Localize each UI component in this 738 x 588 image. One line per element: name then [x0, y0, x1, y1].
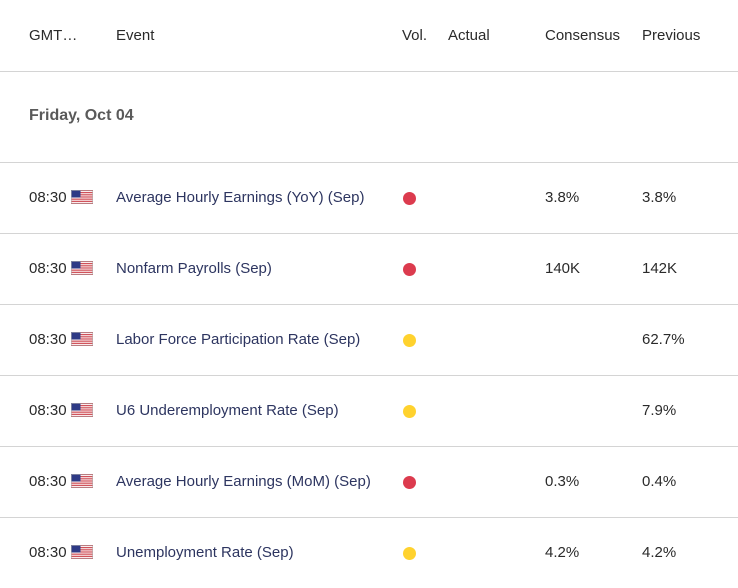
column-header-previous: Previous	[642, 27, 701, 44]
event-time: 08:30	[29, 544, 67, 561]
event-name[interactable]: Unemployment Rate (Sep)	[116, 544, 294, 561]
event-name[interactable]: Average Hourly Earnings (YoY) (Sep)	[116, 189, 365, 206]
event-time: 08:30	[29, 331, 67, 348]
date-label: Friday, Oct 04	[29, 107, 134, 124]
event-previous: 4.2%	[642, 544, 677, 561]
event-consensus: 140K	[545, 260, 581, 277]
volatility-indicator-icon	[403, 334, 416, 347]
event-previous: 0.4%	[642, 473, 677, 490]
column-header-event: Event	[116, 27, 155, 44]
event-time: 08:30	[29, 189, 67, 206]
event-time: 08:30	[29, 260, 67, 277]
event-time: 08:30	[29, 473, 67, 490]
column-header-gmt[interactable]: GMT…	[29, 27, 78, 44]
table-header: GMT… Event Vol. Actual Consensus Previou…	[0, 0, 738, 72]
event-row[interactable]: 08:30 Unemployment Rate (Sep) 4.2% 4.2%	[0, 518, 738, 588]
event-row[interactable]: 08:30 Labor Force Participation Rate (Sep…	[0, 305, 738, 376]
event-previous: 3.8%	[642, 189, 677, 206]
volatility-indicator-icon	[403, 263, 416, 276]
event-previous: 142K	[642, 260, 678, 277]
event-previous: 62.7%	[642, 331, 685, 348]
us-flag-icon	[71, 332, 93, 346]
event-consensus: 3.8%	[545, 189, 580, 206]
volatility-indicator-icon	[403, 192, 416, 205]
event-row[interactable]: 08:30 Nonfarm Payrolls (Sep) 140K 142K	[0, 234, 738, 305]
us-flag-icon	[71, 545, 93, 559]
event-consensus: 0.3%	[545, 473, 580, 490]
event-row[interactable]: 08:30 Average Hourly Earnings (MoM) (Sep)…	[0, 447, 738, 518]
us-flag-icon	[71, 403, 93, 417]
column-header-actual: Actual	[448, 27, 490, 44]
us-flag-icon	[71, 261, 93, 275]
event-name[interactable]: Nonfarm Payrolls (Sep)	[116, 260, 272, 277]
column-header-consensus: Consensus	[545, 27, 621, 44]
volatility-indicator-icon	[403, 476, 416, 489]
event-time: 08:30	[29, 402, 67, 419]
us-flag-icon	[71, 474, 93, 488]
event-previous: 7.9%	[642, 402, 677, 419]
event-consensus: 4.2%	[545, 544, 580, 561]
event-row[interactable]: 08:30 Average Hourly Earnings (YoY) (Sep)…	[0, 163, 738, 234]
us-flag-icon	[71, 190, 93, 204]
volatility-indicator-icon	[403, 547, 416, 560]
column-header-vol: Vol.	[402, 27, 428, 44]
volatility-indicator-icon	[403, 405, 416, 418]
event-name[interactable]: Average Hourly Earnings (MoM) (Sep)	[116, 473, 371, 490]
event-name[interactable]: U6 Underemployment Rate (Sep)	[116, 402, 339, 419]
event-row[interactable]: 08:30 U6 Underemployment Rate (Sep) 7.9%	[0, 376, 738, 447]
date-group-header: Friday, Oct 04	[0, 72, 738, 163]
event-name[interactable]: Labor Force Participation Rate (Sep)	[116, 331, 361, 348]
